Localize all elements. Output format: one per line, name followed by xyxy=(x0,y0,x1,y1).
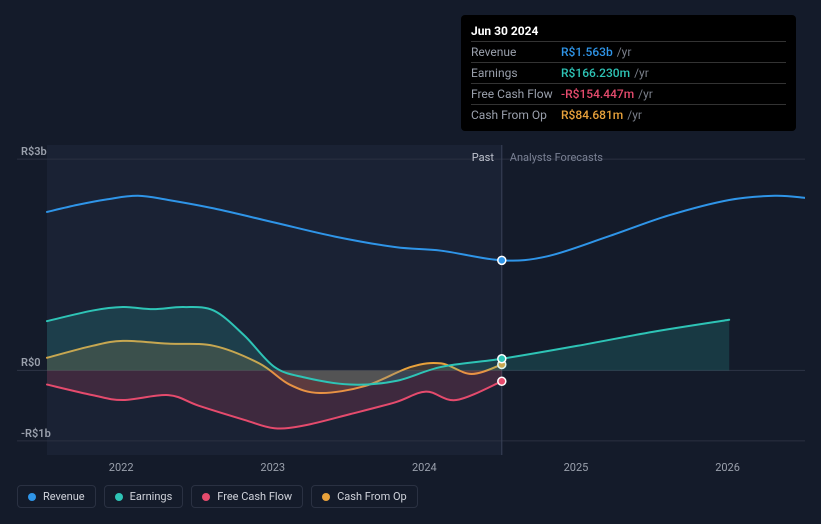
tooltip-row-unit: /yr xyxy=(638,87,653,101)
tooltip-row-unit: /yr xyxy=(627,108,642,122)
tooltip-row-value: -R$154.447m xyxy=(561,87,634,101)
y-axis-label: -R$1b xyxy=(21,427,51,440)
tooltip-row: EarningsR$166.230m/yr xyxy=(471,62,786,83)
x-axis-label: 2025 xyxy=(564,461,589,474)
tooltip-row-value: R$84.681m xyxy=(561,108,623,122)
legend-dot xyxy=(322,493,330,501)
x-axis-label: 2022 xyxy=(109,461,134,474)
past-label: Past xyxy=(472,151,494,164)
legend-item-revenue[interactable]: Revenue xyxy=(17,485,96,508)
legend-label: Cash From Op xyxy=(337,490,407,503)
tooltip-row-unit: /yr xyxy=(634,66,649,80)
legend-dot xyxy=(28,493,36,501)
chart-legend: Revenue Earnings Free Cash Flow Cash From O… xyxy=(17,485,418,508)
legend-label: Free Cash Flow xyxy=(217,490,292,503)
tooltip-row-label: Cash From Op xyxy=(471,108,561,122)
tooltip-row: Free Cash Flow-R$154.447m/yr xyxy=(471,83,786,104)
x-axis-label: 2024 xyxy=(412,461,437,474)
tooltip-row-value: R$166.230m xyxy=(561,66,630,80)
legend-label: Revenue xyxy=(43,490,85,503)
legend-label: Earnings xyxy=(130,490,173,503)
tooltip-row: Cash From OpR$84.681m/yr xyxy=(471,104,786,125)
legend-item-free-cash-flow[interactable]: Free Cash Flow xyxy=(191,485,303,508)
tooltip-row-unit: /yr xyxy=(617,45,632,59)
tooltip-row-label: Free Cash Flow xyxy=(471,87,561,101)
tooltip-row-value: R$1.563b xyxy=(561,45,613,59)
legend-item-earnings[interactable]: Earnings xyxy=(104,485,184,508)
x-axis-label: 2023 xyxy=(260,461,285,474)
forecast-label: Analysts Forecasts xyxy=(510,151,603,164)
x-axis-label: 2026 xyxy=(715,461,740,474)
legend-item-cash-from-op[interactable]: Cash From Op xyxy=(311,485,418,508)
legend-dot xyxy=(202,493,210,501)
chart-tooltip: Jun 30 2024 RevenueR$1.563b/yrEarningsR$… xyxy=(461,15,796,131)
tooltip-row: RevenueR$1.563b/yr xyxy=(471,41,786,62)
tooltip-row-label: Earnings xyxy=(471,66,561,80)
tooltip-date: Jun 30 2024 xyxy=(471,21,786,41)
y-axis-label: R$3b xyxy=(21,145,47,158)
y-axis-label: R$0 xyxy=(21,356,41,369)
tooltip-row-label: Revenue xyxy=(471,45,561,59)
legend-dot xyxy=(115,493,123,501)
